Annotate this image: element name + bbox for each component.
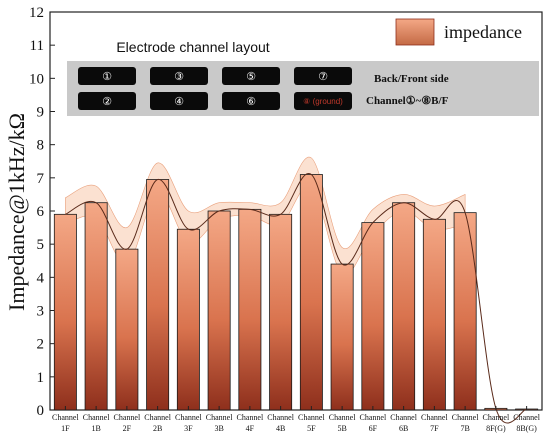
- x-tick-label: Channel: [452, 413, 479, 422]
- x-tick-sublabel: 3F: [184, 424, 193, 433]
- x-tick-label: Channel: [421, 413, 448, 422]
- x-tick-label: Channel: [52, 413, 79, 422]
- x-tick-label: Channel: [298, 413, 325, 422]
- bar-series: [53, 174, 539, 411]
- bar-2: [84, 202, 108, 411]
- x-tick-sublabel: 2B: [153, 424, 162, 433]
- electrode-pad: [78, 67, 136, 85]
- y-tick-label: 12: [29, 5, 44, 21]
- y-tick-label: 6: [37, 204, 45, 220]
- bar-12: [392, 202, 416, 411]
- electrode-pads: ① ③ ⑤ ⑦ ② ④ ⑥ ⑧ (ground): [78, 67, 352, 110]
- bar-1: [53, 213, 77, 411]
- x-tick-sublabel: 8F(G): [486, 424, 506, 433]
- y-tick-label: 7: [37, 171, 45, 187]
- x-tick-sublabel: 6B: [399, 424, 408, 433]
- x-tick-label: Channel: [483, 413, 510, 422]
- bar-10: [330, 263, 354, 411]
- bar-14: [453, 212, 477, 411]
- pad-label: ⑥: [246, 96, 256, 108]
- x-tick-sublabel: 2F: [123, 424, 132, 433]
- pad-label: ⑤: [246, 71, 256, 83]
- electrode-pad: [222, 92, 280, 110]
- x-tick-sublabel: 4F: [246, 424, 255, 433]
- y-tick-label: 11: [30, 38, 44, 54]
- bar-4: [146, 179, 170, 411]
- trend-curve: [65, 173, 527, 424]
- electrode-pad: [222, 67, 280, 85]
- x-tick-label: Channel: [360, 413, 387, 422]
- y-tick-label: 0: [37, 403, 45, 419]
- x-tick-sublabel: 4B: [276, 424, 285, 433]
- y-axis-label: Impedance@1kHz/kΩ: [4, 113, 29, 311]
- x-tick-sublabel: 1B: [91, 424, 100, 433]
- bar-13: [422, 218, 446, 411]
- pad-label: ①: [102, 71, 112, 83]
- x-tick-label: Channel: [329, 413, 356, 422]
- electrode-layout-inset: Electrode channel layout ① ③ ⑤ ⑦ ② ④ ⑥ ⑧ (groun…: [67, 39, 539, 116]
- bar-9: [299, 174, 323, 411]
- bar-3: [115, 248, 139, 411]
- x-tick-label: Channel: [175, 413, 202, 422]
- x-tick-label: Channel: [237, 413, 264, 422]
- legend: impedance: [395, 18, 522, 46]
- x-tick-sublabel: 7B: [460, 424, 469, 433]
- bar-11: [361, 222, 385, 411]
- bar-7: [238, 208, 262, 411]
- pad-label: ⑦: [318, 71, 328, 83]
- pad-label: ②: [102, 96, 112, 108]
- bar-6: [207, 210, 231, 411]
- electrode-pad: [150, 67, 208, 85]
- x-tick-sublabel: 1F: [61, 424, 70, 433]
- y-tick-label: 2: [37, 337, 45, 353]
- pad-label: ③: [174, 71, 184, 83]
- x-tick-label: Channel: [267, 413, 294, 422]
- x-tick-sublabel: 5F: [307, 424, 316, 433]
- electrode-pad: [294, 67, 352, 85]
- electrode-pad: [150, 92, 208, 110]
- x-tick-sublabel: 7F: [430, 424, 439, 433]
- pad-label: ④: [174, 96, 184, 108]
- x-tick-sublabel: 5B: [337, 424, 346, 433]
- y-tick-label: 5: [37, 237, 45, 253]
- ground-pad-label: ⑧ (ground): [303, 97, 343, 106]
- legend-swatch: [395, 18, 435, 46]
- inset-title: Electrode channel layout: [116, 39, 269, 55]
- x-tick-label: Channel: [513, 413, 540, 422]
- x-tick-label: Channel: [390, 413, 417, 422]
- y-tick-label: 1: [37, 370, 45, 386]
- bar-5: [176, 228, 200, 411]
- x-tick-sublabel: 3B: [214, 424, 223, 433]
- legend-label: impedance: [444, 22, 522, 42]
- y-tick-label: 9: [37, 105, 45, 121]
- trend-line: [65, 173, 527, 424]
- x-tick-label: Channel: [114, 413, 141, 422]
- x-tick-sublabel: 6F: [369, 424, 378, 433]
- x-tick-sublabel: 8B(G): [516, 424, 537, 433]
- x-tick-label: Channel: [83, 413, 110, 422]
- electrode-pad: [78, 92, 136, 110]
- inset-side-line2: Channel①~⑧B/F: [366, 95, 449, 107]
- bar-8: [269, 213, 293, 411]
- x-tick-label: Channel: [206, 413, 233, 422]
- y-tick-label: 8: [37, 138, 45, 154]
- x-axis-ticks: Channel 1F Channel 1B Channel 2F Channel 2B Chan…: [52, 406, 541, 433]
- y-tick-label: 10: [29, 71, 44, 87]
- x-tick-label: Channel: [144, 413, 171, 422]
- y-tick-label: 3: [37, 304, 45, 320]
- y-tick-label: 4: [37, 270, 45, 286]
- ground-pad: [294, 92, 352, 110]
- inset-side-line1: Back/Front side: [374, 73, 449, 85]
